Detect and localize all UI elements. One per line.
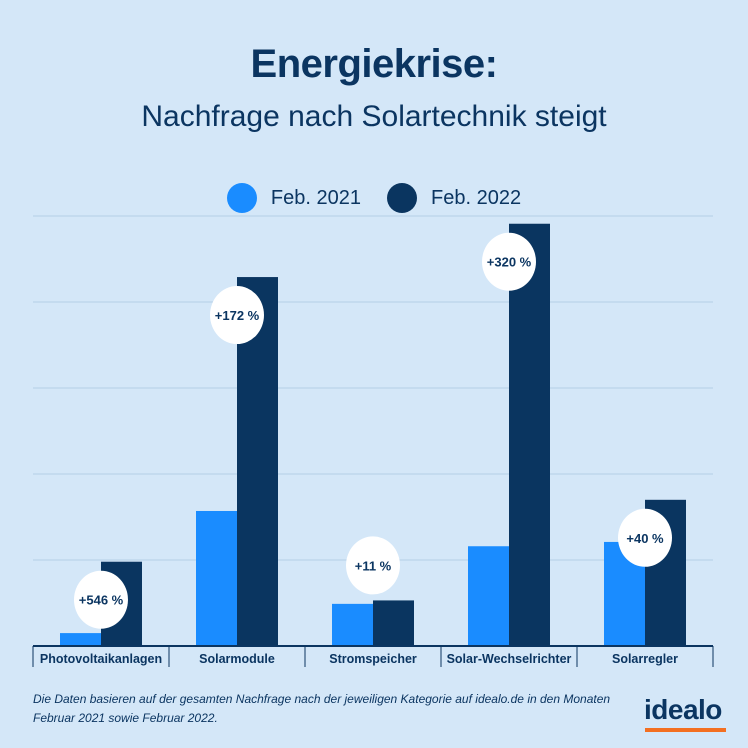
data-label-bubble: [74, 570, 128, 629]
bar-2021: [196, 510, 237, 646]
x-tick-label: Solarregler: [612, 652, 678, 666]
idealo-logo: idealo: [644, 694, 722, 725]
legend-swatch-2021: [226, 183, 257, 213]
data-label: +320 %: [487, 255, 532, 270]
legend-item-2022: Feb. 2022: [387, 183, 521, 213]
data-label-bubble: [482, 232, 536, 291]
bar-2022: [373, 600, 414, 646]
legend-item-2021: Feb. 2021: [226, 183, 361, 213]
legend-label-2021: Feb. 2021: [270, 186, 361, 209]
data-label: +546 %: [79, 593, 124, 608]
bar-2021: [332, 603, 373, 646]
x-tick-label: Photovoltaikanlagen: [40, 652, 162, 666]
chart-title: Energiekrise:: [250, 42, 498, 86]
bar-2021: [60, 633, 101, 646]
bar-2021: [468, 546, 509, 646]
x-tick-label: Stromspeicher: [329, 652, 417, 666]
x-tick-label: Solarmodule: [199, 652, 275, 666]
data-label-bubble: [210, 286, 264, 345]
data-label-bubble: [346, 536, 400, 595]
bar-2022: [509, 223, 550, 647]
x-tick-label: Solar-Wechselrichter: [447, 652, 572, 666]
data-label: +40 %: [626, 531, 664, 546]
data-label: +172 %: [215, 308, 260, 323]
legend: Feb. 2021 Feb. 2022: [0, 183, 748, 213]
data-label-bubble: [618, 508, 672, 567]
legend-swatch-2022: [387, 183, 417, 213]
footnote: Die Daten basieren auf der gesamten Nach…: [33, 692, 611, 725]
legend-label-2022: Feb. 2022: [431, 186, 522, 209]
data-label: +11 %: [355, 558, 392, 573]
logo-underline: [645, 728, 726, 732]
chart-subtitle: Nachfrage nach Solartechnik steigt: [141, 100, 607, 133]
